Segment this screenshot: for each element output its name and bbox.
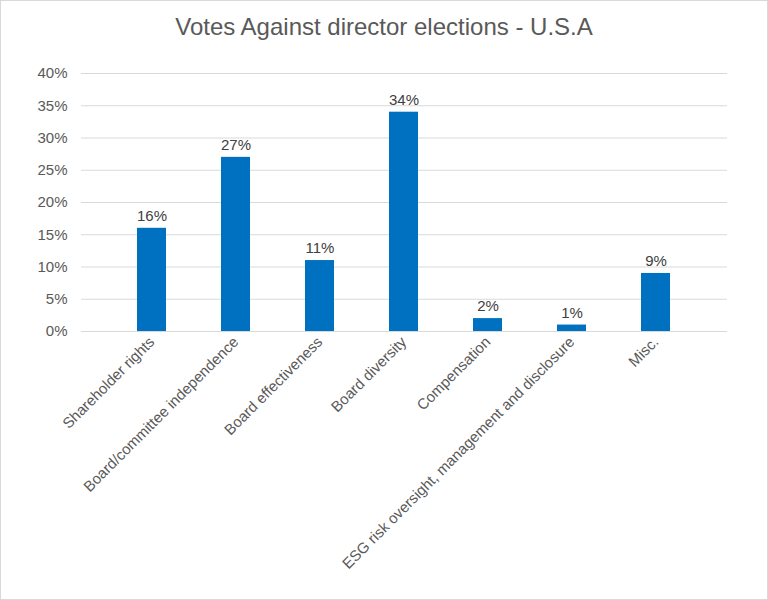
svg-text:Misc.: Misc. [625,333,662,370]
svg-text:0%: 0% [46,322,68,339]
svg-text:1%: 1% [561,304,583,321]
svg-text:25%: 25% [37,161,67,178]
svg-text:27%: 27% [221,136,251,153]
svg-text:Board/committee independence: Board/committee independence [80,333,242,495]
svg-text:30%: 30% [37,129,67,146]
svg-text:10%: 10% [37,258,67,275]
svg-text:5%: 5% [46,290,68,307]
svg-text:11%: 11% [306,239,335,256]
svg-text:40%: 40% [37,64,67,81]
svg-text:Shareholder rights: Shareholder rights [59,333,158,432]
svg-text:20%: 20% [37,193,67,210]
svg-text:2%: 2% [477,297,499,314]
svg-text:ESG risk oversight, management: ESG risk oversight, management and discl… [339,333,578,572]
svg-text:34%: 34% [389,91,419,108]
svg-text:15%: 15% [37,226,67,243]
svg-text:Compensation: Compensation [413,333,493,413]
html-text:Votes Against director electio: Votes Against director elections - U.S.A [175,13,593,40]
svg-text:Board effectiveness: Board effectiveness [221,333,326,438]
svg-text:35%: 35% [37,97,67,114]
svg-text:16%: 16% [137,207,167,224]
svg-text:Board diversity: Board diversity [327,333,410,416]
svg-text:9%: 9% [645,252,667,269]
